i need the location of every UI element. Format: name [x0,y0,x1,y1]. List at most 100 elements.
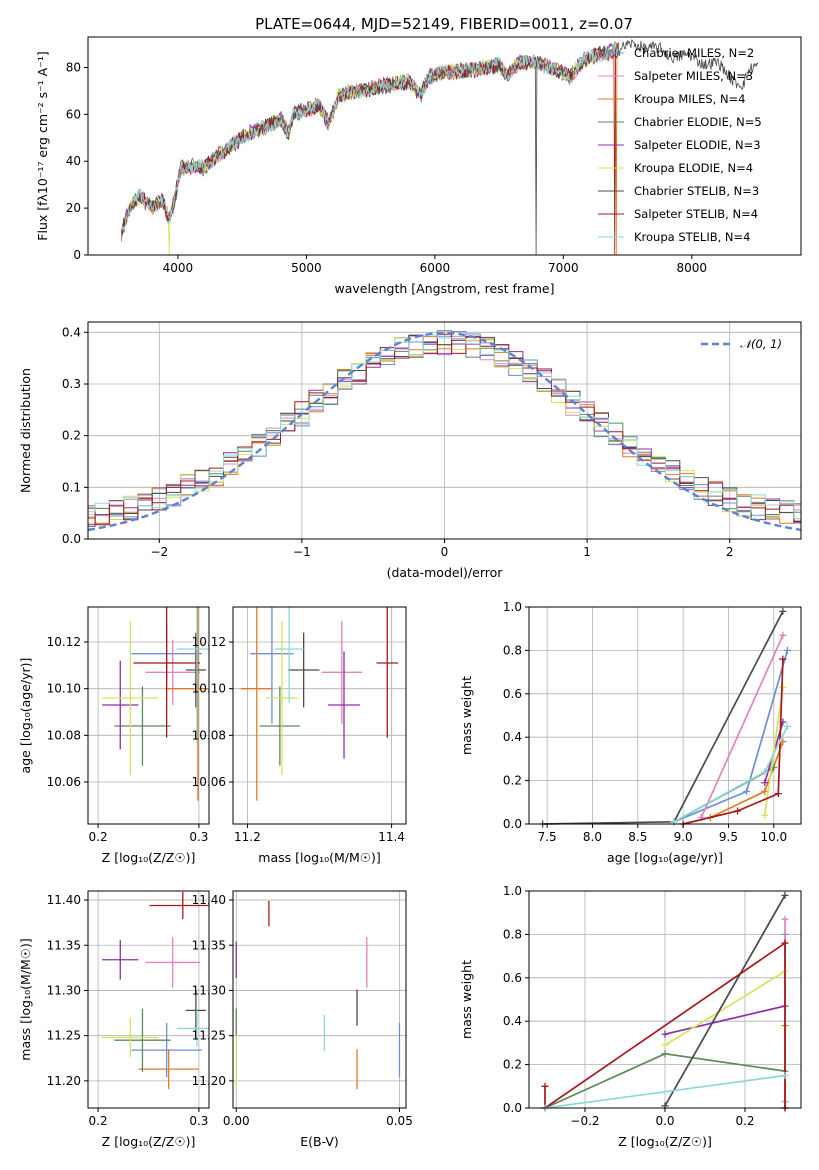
histogram-step [88,335,801,527]
axes-layer: 7.5 8.0 8.5 9.0 9.5 10.0 0.0 0.2 0.4 0.6 0.8 1.0 age… [459,600,802,865]
axes-layer: 4000 5000 6000 7000 8000 0 20 40 60 80 wavelength … [35,36,802,296]
legend-entry: Chabrier STELIB, N=3 [634,184,759,198]
plot-frame [232,606,407,825]
data-layer [121,39,759,255]
legend-entry: Kroupa MILES, N=4 [634,92,746,106]
y-tick-label: 20 [66,201,81,215]
y-tick-label: 10.06 [47,775,81,789]
weight-marker [661,1041,669,1049]
x-axis-label: wavelength [Angstrom, rest frame] [334,281,554,296]
x-tick-label: 8000 [677,261,708,275]
weight-marker [781,1071,789,1079]
legend-entry: Chabrier ELODIE, N=5 [634,115,762,129]
x-axis-label: Z [log₁₀(Z/Z☉)] [102,850,196,865]
x-tick-label: 0.2 [89,1114,108,1128]
legend-entry: Kroupa STELIB, N=4 [634,230,751,244]
axes-layer: −0.2 0.0 0.2 0.0 0.2 0.4 0.6 0.8 1.0 Z [log₁₀(Z/Z… [459,884,802,1149]
y-tick-label: 11.35 [47,938,81,952]
grid-lines [88,607,209,824]
weight-marker [541,1082,549,1090]
y-axis-label: mass [log₁₀(M/M☉)] [18,938,33,1060]
plot-frame [528,890,802,1109]
y-tick-label: 10.06 [192,775,226,789]
data-layer [541,891,789,1112]
y-tick-label: 11.20 [47,1074,81,1088]
normal-curve [88,331,801,532]
plot-frame [232,890,407,1109]
spectrum-line [121,45,619,239]
y-tick-label: 11.40 [47,893,81,907]
weight-line [664,1005,786,1036]
x-axis-label: (data-model)/error [387,565,504,580]
weight-line [664,970,786,1046]
y-tick-label: 0.2 [62,429,81,443]
x-axis-label: Z [log₁₀(Z/Z☉)] [102,1134,196,1149]
data-layer [102,891,209,1090]
x-tick-label: 0.3 [189,830,208,844]
y-tick-label: 10.08 [192,728,226,742]
x-tick-label: 2 [726,545,734,559]
x-tick-label: 8.5 [628,830,647,844]
weight-marker [661,1030,669,1038]
spectrum-line [121,41,619,255]
weight-marker [783,646,791,654]
y-tick-label: 11.30 [47,983,81,997]
weight-marker [781,915,789,923]
y-tick-label: 10.08 [47,728,81,742]
y-tick-label: 10.12 [192,635,226,649]
y-tick-label: 0.4 [503,1014,522,1028]
weight-marker [774,790,782,798]
y-tick-label: 11.30 [192,983,226,997]
legend-entry: Salpeter ELODIE, N=3 [634,138,761,152]
y-tick-label: 10.12 [47,635,81,649]
panel-spectrum: 4000 5000 6000 7000 8000 0 20 40 60 80 wavelength … [35,36,802,296]
weight-marker [779,607,787,615]
y-tick-label: 0.8 [503,927,522,941]
x-tick-label: 4000 [163,261,194,275]
y-tick-label: 0.6 [503,687,522,701]
x-tick-label: −1 [293,545,311,559]
axes-layer: 0.00 0.05 11.20 11.25 11.30 11.35 11.40 E(B-V) [192,890,413,1149]
spectrum-line [121,43,619,231]
x-tick-label: 8.0 [583,830,602,844]
x-axis-label: Z [log₁₀(Z/Z☉)] [618,1134,712,1149]
y-tick-label: 10.10 [192,682,226,696]
x-axis-label: E(B-V) [300,1134,339,1149]
weight-line [709,741,784,819]
x-axis-label: mass [log₁₀(M/M☉)] [258,850,380,865]
data-layer [102,607,209,801]
x-tick-label: −2 [150,545,168,559]
weight-marker [761,811,769,819]
x-tick-label: 0.2 [735,1114,754,1128]
y-tick-label: 0.4 [503,730,522,744]
x-tick-label: 7000 [548,261,579,275]
grid-lines [529,606,801,825]
legend-entry: 𝒩(0, 1) [740,337,782,351]
weight-marker [734,807,742,815]
x-axis-label: age [log₁₀(age/yr)] [607,850,723,865]
y-tick-label: 0.4 [62,325,81,339]
weight-marker [783,722,791,730]
y-tick-label: 1.0 [503,600,522,614]
y-tick-label: 1.0 [503,884,522,898]
y-tick-label: 11.40 [192,893,226,907]
y-tick-label: 0 [73,248,81,262]
data-layer [235,900,401,1090]
axes-layer: 0.2 0.3 11.20 11.25 11.30 11.35 11.40 Z [log₁₀(… [18,890,210,1149]
y-tick-label: 80 [66,60,81,74]
weight-marker [779,655,787,663]
y-tick-label: 60 [66,107,81,121]
y-tick-label: 11.25 [47,1029,81,1043]
y-tick-label: 11.25 [192,1029,226,1043]
histogram-step [88,330,801,520]
weight-marker [781,939,789,947]
plot-frame [87,606,210,825]
data-layer [240,607,399,801]
grid-lines [88,891,209,1108]
panel-mass-weight-vs-Z: −0.2 0.0 0.2 0.0 0.2 0.4 0.6 0.8 1.0 Z [log₁₀(Z/Z… [459,884,802,1149]
y-axis-label: mass weight [459,960,474,1039]
grid-lines [233,607,406,824]
plot-frame [528,606,802,825]
x-tick-label: 6000 [420,261,451,275]
histogram-step [88,337,801,525]
